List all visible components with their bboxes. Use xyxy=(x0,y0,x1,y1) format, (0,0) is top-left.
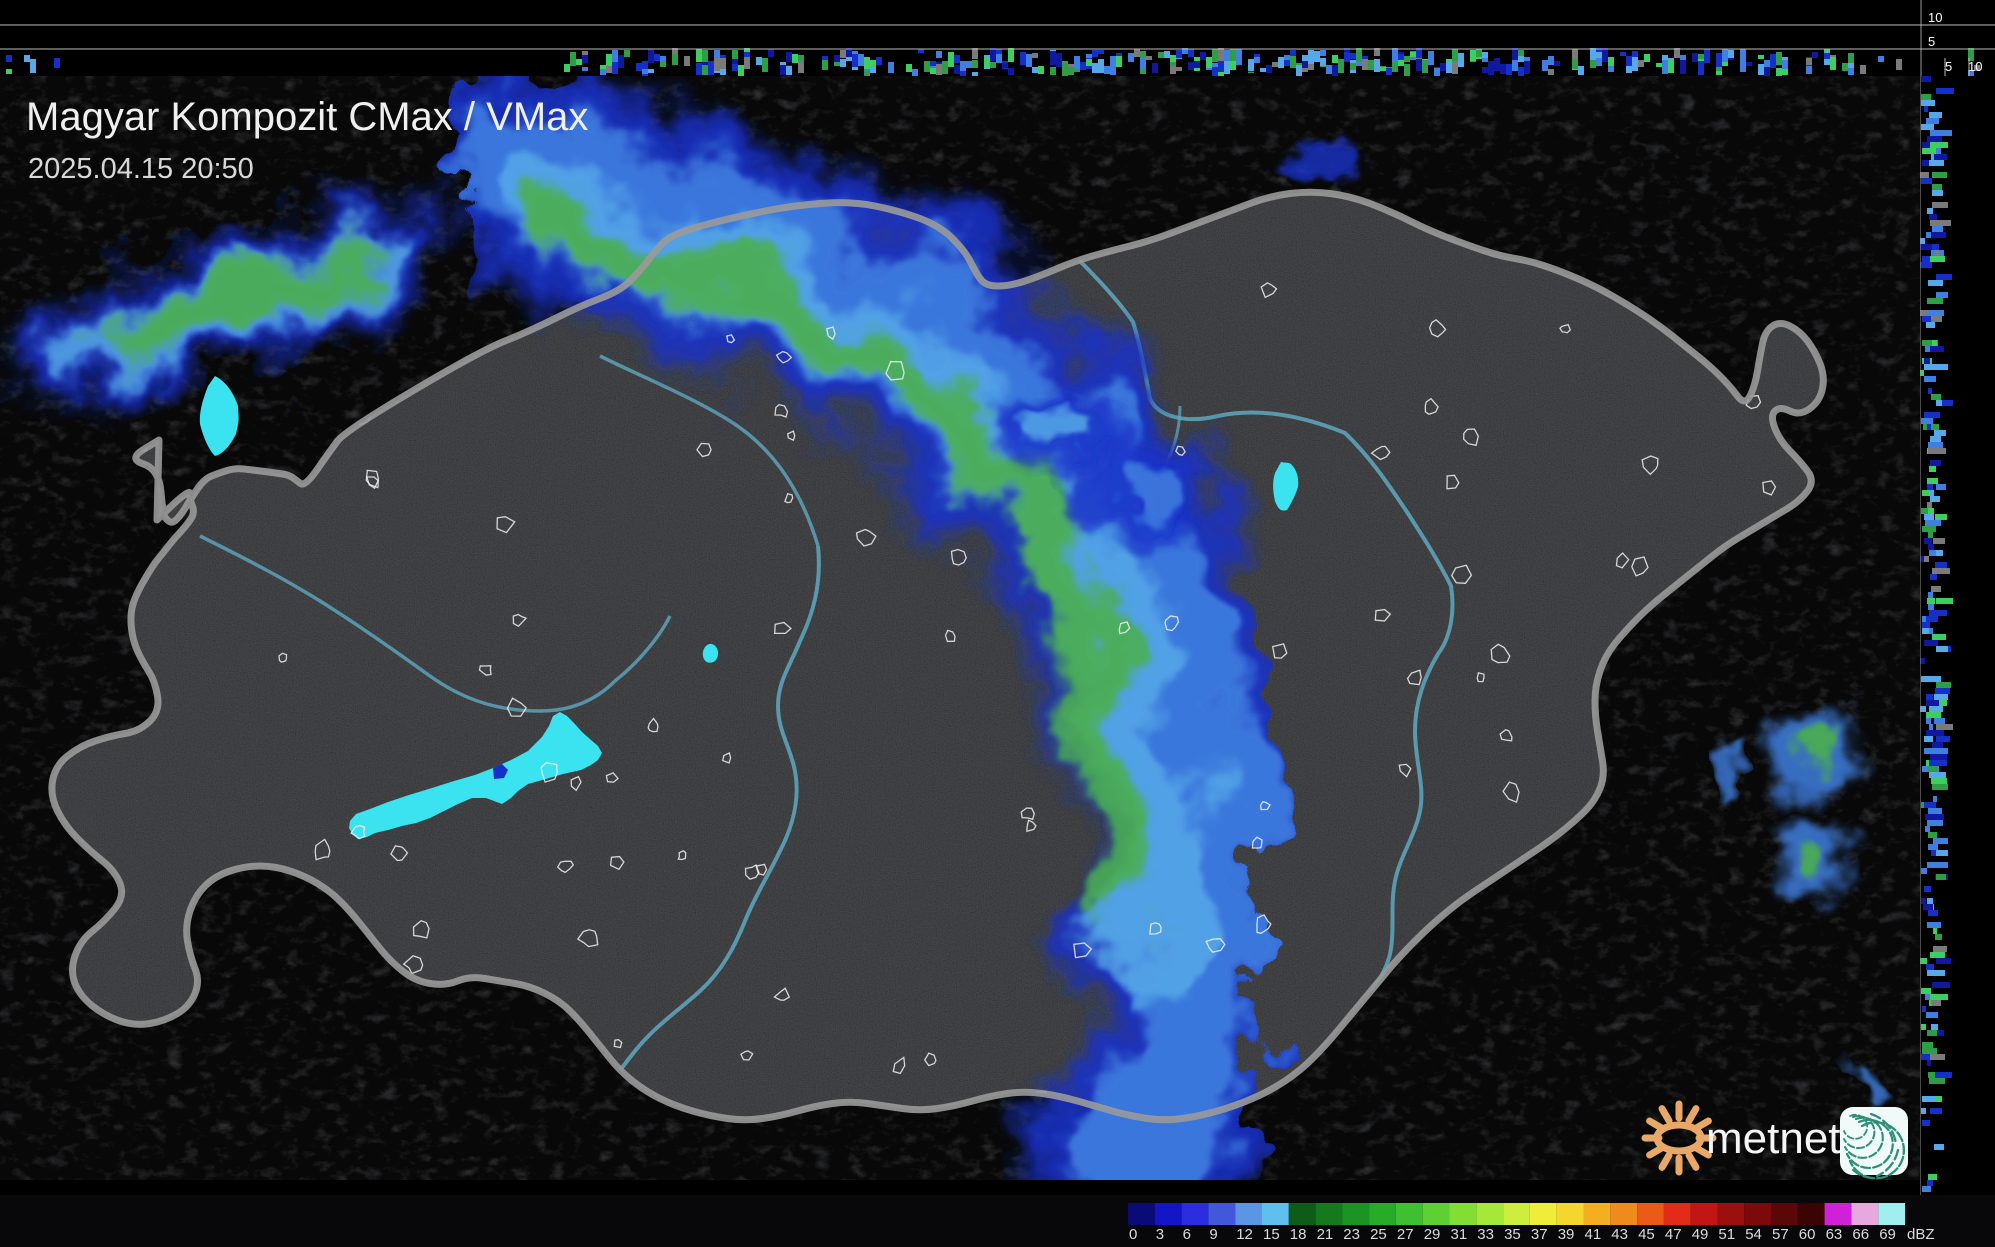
svg-text:54: 54 xyxy=(1745,1226,1762,1243)
svg-text:49: 49 xyxy=(1692,1226,1709,1243)
svg-text:39: 39 xyxy=(1558,1226,1575,1243)
svg-text:9: 9 xyxy=(1209,1226,1217,1243)
svg-text:43: 43 xyxy=(1611,1226,1628,1243)
svg-text:51: 51 xyxy=(1718,1226,1735,1243)
svg-text:35: 35 xyxy=(1504,1226,1521,1243)
svg-text:69: 69 xyxy=(1879,1226,1896,1243)
svg-text:37: 37 xyxy=(1531,1226,1548,1243)
svg-text:45: 45 xyxy=(1638,1226,1655,1243)
svg-text:12: 12 xyxy=(1236,1226,1253,1243)
svg-text:29: 29 xyxy=(1424,1226,1441,1243)
svg-text:60: 60 xyxy=(1799,1226,1816,1243)
svg-text:66: 66 xyxy=(1852,1226,1869,1243)
svg-text:15: 15 xyxy=(1263,1226,1280,1243)
svg-text:31: 31 xyxy=(1451,1226,1468,1243)
svg-text:0: 0 xyxy=(1129,1226,1137,1243)
svg-text:3: 3 xyxy=(1156,1226,1164,1243)
svg-text:41: 41 xyxy=(1585,1226,1602,1243)
svg-text:25: 25 xyxy=(1370,1226,1387,1243)
svg-text:6: 6 xyxy=(1183,1226,1191,1243)
svg-text:33: 33 xyxy=(1477,1226,1494,1243)
svg-text:47: 47 xyxy=(1665,1226,1682,1243)
svg-text:21: 21 xyxy=(1317,1226,1334,1243)
svg-text:23: 23 xyxy=(1343,1226,1360,1243)
svg-text:27: 27 xyxy=(1397,1226,1414,1243)
svg-text:metnet: metnet xyxy=(1706,1114,1841,1163)
svg-text:18: 18 xyxy=(1290,1226,1307,1243)
svg-text:63: 63 xyxy=(1826,1226,1843,1243)
svg-text:dBZ: dBZ xyxy=(1907,1226,1935,1243)
svg-text:57: 57 xyxy=(1772,1226,1789,1243)
